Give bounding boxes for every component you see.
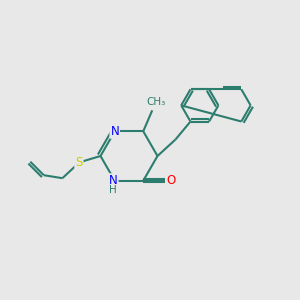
Text: S: S	[75, 156, 82, 169]
Text: N: N	[109, 174, 118, 187]
Text: O: O	[167, 174, 176, 187]
Text: N: N	[110, 125, 119, 138]
Text: H: H	[110, 185, 117, 195]
Text: CH₃: CH₃	[146, 97, 166, 107]
